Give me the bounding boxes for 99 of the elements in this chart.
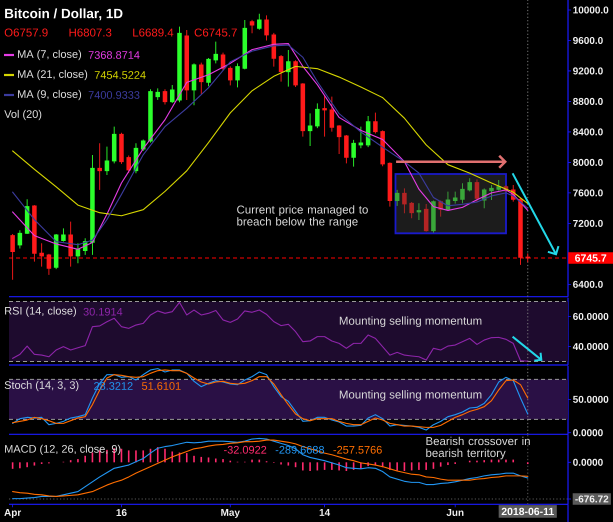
annotation: Mounting selling momentum (340, 390, 482, 401)
x-tick-label: Jun (446, 509, 464, 516)
annotation: Mounting selling momentum (340, 316, 482, 328)
candlestick (452, 191, 458, 204)
annotation: -32.0922 (224, 446, 266, 454)
candlestick (112, 126, 116, 164)
y-tick-label: 9600.0 (573, 36, 603, 44)
annotation: H6807.3 (69, 28, 112, 37)
candlestick (272, 32, 276, 68)
candlestick (358, 126, 364, 149)
candlestick (32, 204, 37, 262)
candlestick (431, 200, 436, 234)
candlestick (518, 198, 523, 266)
candlestick (388, 162, 392, 208)
candlestick (460, 182, 465, 204)
y-tick-label: 8400.0 (573, 128, 603, 136)
candlestick (293, 60, 298, 88)
candlestick (300, 82, 306, 138)
candlestick (264, 14, 269, 41)
candlestick (170, 84, 175, 104)
y-tick-label: 7600.0 (573, 189, 603, 196)
candlestick (235, 62, 240, 88)
candlestick (177, 26, 182, 103)
annotation: C6745.7 (194, 28, 237, 37)
annotation: Current price managed to breach below the range (237, 205, 368, 228)
annotation: 7400.9333 (88, 91, 140, 99)
candlestick (424, 204, 428, 232)
candlestick (315, 102, 320, 129)
candlestick (380, 130, 385, 167)
candlestick (467, 178, 472, 192)
x-tick-label: 14 (320, 509, 330, 516)
candlestick (373, 112, 378, 134)
candlestick (228, 66, 233, 86)
candlestick (97, 142, 102, 190)
annotation: 51.6101 (142, 382, 181, 390)
y-tick-label: 9200.0 (573, 67, 603, 74)
candlestick (489, 184, 494, 200)
candlestick (330, 96, 334, 132)
y-tick-label: 7200.0 (573, 220, 603, 227)
candlestick (18, 230, 22, 249)
ref-line-label: 6745.7 (575, 254, 606, 262)
y-tick-label: 40.0000 (572, 343, 608, 350)
candlestick (336, 124, 342, 154)
x-tick-label: 16 (116, 509, 127, 516)
candlestick (402, 188, 407, 214)
annotation: 7368.8714 (88, 51, 140, 59)
candlestick (257, 13, 262, 30)
candlestick (126, 155, 131, 174)
candlestick (192, 62, 196, 106)
candlestick (344, 134, 349, 164)
candlestick (322, 94, 327, 138)
y-tick-label: 0.0000 (573, 458, 603, 466)
text: Stoch (14, 3, 3) (4, 380, 78, 392)
candlestick (148, 88, 153, 144)
candlestick (409, 202, 414, 219)
y-tick-label: 0.0000 (573, 429, 603, 436)
candlestick (242, 20, 248, 70)
annotation: O6757.9 (4, 28, 48, 37)
candlestick (54, 234, 58, 270)
y-tick-label: 8000.0 (573, 158, 603, 166)
candlestick (394, 189, 400, 206)
annotation: Bearish crossover in bearish territory (426, 436, 530, 460)
candlestick (90, 154, 95, 256)
candlestick (10, 234, 15, 280)
candlestick (474, 178, 480, 202)
y-tick-label: 8800.0 (573, 98, 603, 105)
annotation: L6689.4 (133, 28, 174, 37)
candlestick (416, 202, 422, 220)
annotation: 7454.5224 (94, 71, 146, 79)
legend-label: MA (7, close) (18, 50, 82, 60)
candlestick (68, 221, 73, 268)
candlestick (184, 30, 190, 100)
candlestick (162, 88, 168, 105)
candlestick (104, 146, 110, 176)
candlestick (46, 253, 52, 276)
y-tick-label: 6400.0 (573, 280, 603, 288)
text: Bitcoin / Dollar, 1D (5, 8, 122, 20)
legend-label: MA (21, close) (18, 70, 88, 80)
candlestick (206, 58, 211, 87)
candlestick (278, 54, 284, 82)
y-tick-label: 10000.0 (573, 6, 608, 14)
legend-label: MA (9, close) (18, 90, 82, 100)
x-tick-label: May (221, 509, 240, 518)
text: RSI (14, close) (5, 306, 76, 317)
candlestick (351, 139, 356, 168)
candlestick (250, 19, 254, 34)
candlestick (61, 228, 66, 242)
annotation: 30.1914 (83, 308, 122, 316)
candlestick (308, 112, 312, 146)
y-tick-label: 50.0000 (573, 396, 608, 403)
candlestick (119, 132, 124, 164)
x-tick-label: Apr (4, 509, 22, 518)
candlestick (76, 242, 80, 264)
candlestick (39, 242, 44, 268)
y-tick-label: -676.72 (575, 495, 608, 503)
annotation: -257.5766 (333, 446, 382, 454)
ref-line-label: 2018-06-11 (502, 508, 554, 516)
annotation: Vol (20) (4, 110, 42, 120)
y-tick-label: 60.0000 (573, 312, 608, 320)
